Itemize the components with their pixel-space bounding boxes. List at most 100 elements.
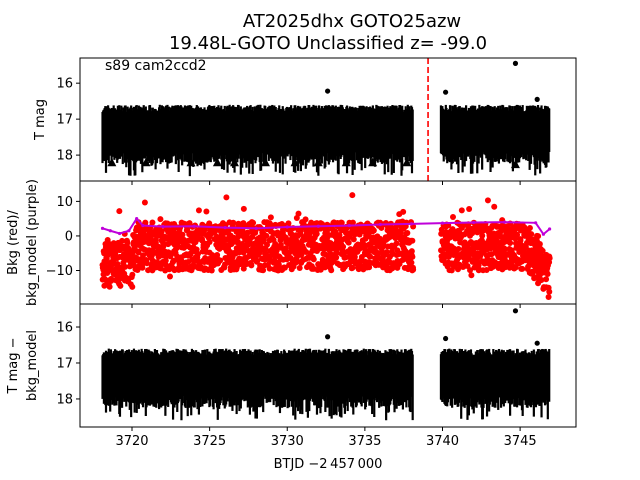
bkg-point	[400, 208, 407, 215]
outlier-point	[442, 89, 449, 95]
bkg-model-point	[135, 217, 139, 221]
bkg-point	[108, 277, 115, 284]
bkg-model-point	[541, 232, 545, 236]
bkg-point	[383, 249, 390, 256]
bkg-point	[498, 233, 505, 240]
bkg-point	[158, 228, 165, 235]
bkg-point	[535, 233, 542, 240]
bkg-point	[455, 245, 462, 252]
panel-tmag_minus_model: 16 17 18 T mag − bkg_model 3720 3725 3730 3735 37…	[6, 303, 577, 449]
y-axis-label: bkg_model (purple)	[25, 179, 40, 306]
bkg-point	[223, 194, 230, 201]
bkg-point	[296, 265, 303, 272]
bkg-point	[370, 227, 377, 234]
outlier-point	[325, 334, 331, 340]
bkg-point	[116, 208, 123, 215]
x-tick-label: 3730	[271, 434, 304, 449]
bkg-point	[170, 257, 177, 264]
bkg-point	[235, 233, 242, 240]
bkg-point	[302, 216, 309, 223]
y-tick-label: 16	[56, 321, 73, 336]
title-line-2: 19.48L-GOTO Unclassified z= -99.0	[169, 33, 487, 54]
bkg-point	[333, 254, 340, 261]
sector-annotation: s89 cam2ccd2	[105, 58, 207, 74]
bkg-model-point	[117, 231, 122, 236]
bkg-point	[124, 239, 131, 246]
bkg-point	[517, 237, 524, 244]
bkg-point	[539, 247, 546, 254]
bkg-point	[519, 265, 526, 272]
bkg-point	[195, 207, 202, 214]
bkg-point	[328, 267, 335, 274]
bkg-point	[367, 253, 374, 260]
bkg-point	[546, 288, 553, 295]
bkg-point	[254, 257, 261, 264]
bkg-point	[336, 231, 343, 238]
bkg-point	[142, 219, 149, 226]
bkg-point	[526, 224, 533, 231]
bkg-point	[543, 276, 550, 283]
y-tick-label: 18	[56, 149, 73, 164]
y-tick-label: 0	[65, 229, 73, 244]
x-tick-label: 3725	[193, 434, 226, 449]
bkg-point	[313, 230, 320, 237]
y-tick-label: 10	[56, 195, 73, 210]
bkg-point	[244, 229, 251, 236]
y-axis-label: bkg_model	[25, 330, 40, 401]
bkg-point	[345, 239, 352, 246]
bkg-point	[410, 266, 417, 273]
x-axis-label: BTJD −2 457 000	[274, 457, 383, 472]
bkg-point	[208, 267, 215, 274]
bkg-point	[248, 262, 255, 269]
bkg-model-point	[409, 222, 414, 226]
bkg-point	[264, 241, 271, 248]
bkg-point	[167, 253, 174, 260]
upper-limit-triangle	[186, 157, 196, 167]
bkg-point	[166, 273, 173, 280]
bkg-point	[512, 264, 519, 271]
bkg-point	[467, 267, 474, 274]
upper-limit-triangle	[229, 157, 239, 167]
bkg-point	[409, 237, 416, 244]
bkg-point	[117, 282, 124, 289]
y-tick-label: 17	[56, 356, 73, 371]
bkg-model-point	[502, 220, 507, 224]
panel-tmag: 16 17 18 T mag s89 cam2ccd2	[33, 57, 577, 185]
bkg-point	[260, 267, 267, 274]
bkg-point	[129, 271, 136, 278]
bkg-model-point	[108, 229, 112, 233]
bkg-point	[484, 197, 491, 204]
bkg-point	[214, 251, 221, 258]
bkg-model-point	[254, 226, 258, 230]
bkg-point	[250, 219, 257, 226]
data-group	[101, 60, 551, 177]
bkg-point	[277, 241, 284, 248]
outlier-point	[512, 60, 519, 66]
panel-bkg: 10 0 −10 Bkg (red)/ bkg_model (purple)	[6, 179, 577, 308]
bkg-point	[349, 219, 356, 226]
bkg-point	[475, 262, 482, 269]
bkg-point	[230, 219, 237, 226]
outlier-point	[512, 308, 519, 314]
axes-frame	[79, 303, 577, 428]
bkg-point	[408, 259, 415, 266]
data-group	[99, 192, 553, 300]
bkg-model-point	[534, 221, 538, 225]
y-tick-label: −10	[46, 264, 73, 279]
bkg-point	[160, 241, 167, 248]
bkg-model-point	[100, 226, 105, 230]
bkg-point	[306, 230, 313, 237]
bkg-model-point	[161, 225, 165, 229]
bkg-point	[222, 261, 229, 268]
bkg-point	[106, 283, 113, 290]
y-axis-label: T mag	[33, 99, 48, 141]
upper-limit-triangle	[341, 157, 351, 167]
bkg-point	[130, 261, 137, 268]
bkg-point	[310, 256, 317, 263]
bkg-point	[149, 219, 156, 226]
bkg-point	[458, 207, 465, 214]
bkg-model-point	[471, 220, 476, 225]
bkg-point	[129, 283, 136, 290]
bkg-point	[351, 253, 358, 260]
